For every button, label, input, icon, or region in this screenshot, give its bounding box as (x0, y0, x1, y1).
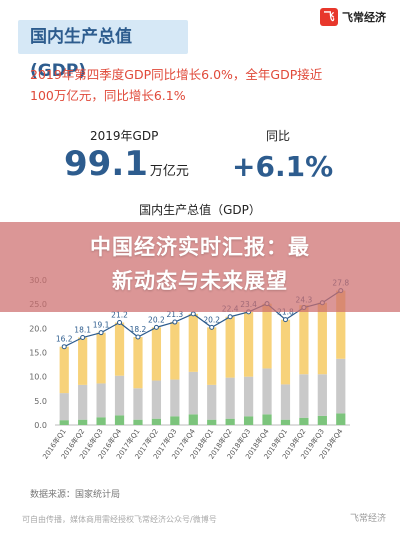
bar-tertiary-industry (299, 305, 309, 375)
bar-primary-industry (78, 419, 88, 425)
bar-primary-industry (151, 418, 162, 425)
y-tick-label: 0.0 (34, 421, 47, 430)
gdp-total-data-label: 21.2 (111, 311, 128, 320)
gdp-total-point (153, 324, 159, 330)
gdp-total-point (98, 330, 104, 336)
headline-line-2: 新动态与未来展望 (112, 269, 288, 293)
yoy-stat: +6.1% (232, 150, 333, 183)
bar-primary-industry (114, 415, 125, 425)
y-tick-label: 10.0 (29, 373, 47, 382)
bar-tertiary-industry (243, 311, 254, 377)
gdp-total-point (190, 311, 196, 317)
bar-tertiary-industry (188, 313, 198, 372)
gdp-total-data-label: 19.1 (93, 321, 110, 330)
brand-logo: 飞 飞常经济 (320, 6, 386, 28)
bar-primary-industry (207, 419, 217, 425)
gdp-total-point (227, 314, 233, 320)
page-title: 国内生产总值(GDP) (18, 20, 188, 81)
bar-primary-industry (96, 417, 106, 425)
bar-secondary-industry (280, 384, 291, 420)
gdp-total-point (282, 317, 288, 323)
headline-text: 中国经济实时汇报：最 新动态与未来展望 (0, 230, 400, 298)
brand-logo-icon: 飞 (320, 8, 338, 26)
bar-tertiary-industry (336, 290, 346, 359)
y-tick-label: 20.0 (29, 324, 47, 333)
gdp-total-data-label: 20.2 (148, 315, 165, 324)
bar-secondary-industry (96, 383, 106, 418)
summary-line-2: 100万亿元，同比增长6.1% (30, 88, 186, 103)
bar-secondary-industry (243, 376, 254, 417)
bar-tertiary-industry (225, 316, 235, 378)
gdp-total-data-label: 16.2 (56, 335, 73, 344)
bar-primary-industry (299, 417, 309, 425)
gdp-total-point (209, 324, 215, 330)
bar-secondary-industry (336, 358, 346, 414)
data-source: 数据来源：国家统计局 (30, 490, 121, 500)
gdp-total-line (63, 290, 342, 348)
bar-secondary-industry (59, 393, 69, 421)
bar-primary-industry (280, 419, 291, 425)
gdp-total-point (80, 335, 86, 341)
gdp-total-data-label: 18.1 (74, 326, 91, 335)
bar-primary-industry (188, 414, 198, 425)
bar-secondary-industry (133, 388, 143, 420)
headline-line-1: 中国经济实时汇报：最 (90, 235, 310, 259)
gdp-total-point (172, 319, 178, 325)
bar-tertiary-industry (133, 337, 143, 389)
bar-secondary-industry (170, 379, 180, 417)
gdp-total-point (117, 320, 123, 326)
headline-banner: 中国经济实时汇报：最 新动态与未来展望 (0, 222, 400, 312)
bar-primary-industry (170, 416, 180, 425)
gdp-unit: 万亿元 (149, 164, 189, 179)
footer-logo: 飞常经济 (349, 514, 386, 524)
bar-secondary-industry (225, 377, 235, 419)
bar-secondary-industry (317, 374, 327, 416)
bar-tertiary-industry (207, 327, 217, 385)
bar-tertiary-industry (59, 346, 69, 394)
gdp-total-data-label: 21.3 (166, 310, 183, 319)
footer-note: 可自由传播，媒体商用需经授权飞常经济公众号/微博号 (22, 515, 217, 524)
gdp-total-point (61, 344, 67, 350)
yoy-value: +6.1% (232, 150, 334, 183)
gdp-total-point (135, 334, 141, 340)
gdp-total-data-label: 18.2 (130, 325, 147, 334)
bar-primary-industry (243, 416, 254, 425)
gdp-value: 99.1 (64, 144, 148, 184)
bar-secondary-industry (262, 368, 272, 415)
bar-secondary-industry (188, 371, 198, 415)
bar-tertiary-industry (96, 332, 106, 384)
gdp-total-data-label: 20.2 (203, 315, 220, 324)
gdp-total-data-label: 21.8 (277, 308, 294, 317)
bar-secondary-industry (78, 384, 88, 420)
bar-tertiary-industry (317, 302, 327, 375)
bar-tertiary-industry (280, 319, 291, 385)
bar-secondary-industry (207, 384, 217, 420)
bar-primary-industry (133, 419, 143, 425)
bar-tertiary-industry (114, 322, 125, 376)
summary-text: 2019年第四季度GDP同比增长6.0%，全年GDP接近 100万亿元，同比增长… (30, 64, 370, 106)
bar-secondary-industry (114, 375, 125, 416)
bar-secondary-industry (299, 374, 309, 418)
bar-tertiary-industry (151, 327, 162, 381)
bar-primary-industry (317, 415, 327, 425)
y-tick-label: 5.0 (34, 397, 47, 406)
brand-logo-text: 飞常经济 (342, 11, 386, 24)
y-tick-label: 15.0 (29, 349, 47, 358)
chart-title: 国内生产总值（GDP） (139, 203, 261, 217)
bar-primary-industry (225, 418, 235, 425)
bar-secondary-industry (151, 380, 162, 419)
bar-tertiary-industry (170, 322, 180, 380)
bar-tertiary-industry (78, 337, 88, 385)
bar-primary-industry (336, 413, 346, 425)
bar-primary-industry (59, 420, 69, 425)
bar-tertiary-industry (262, 303, 272, 369)
summary-line-1: 2019年第四季度GDP同比增长6.0%，全年GDP接近 (30, 67, 323, 82)
yoy-label: 同比 (266, 129, 291, 143)
gdp-chart: 0.05.010.015.020.025.030.02016年Q12016年Q2… (29, 276, 350, 461)
gdp-label: 2019年GDP (90, 129, 159, 143)
bar-primary-industry (262, 414, 272, 425)
gdp-stat: 99.1 万亿元 (64, 144, 189, 184)
